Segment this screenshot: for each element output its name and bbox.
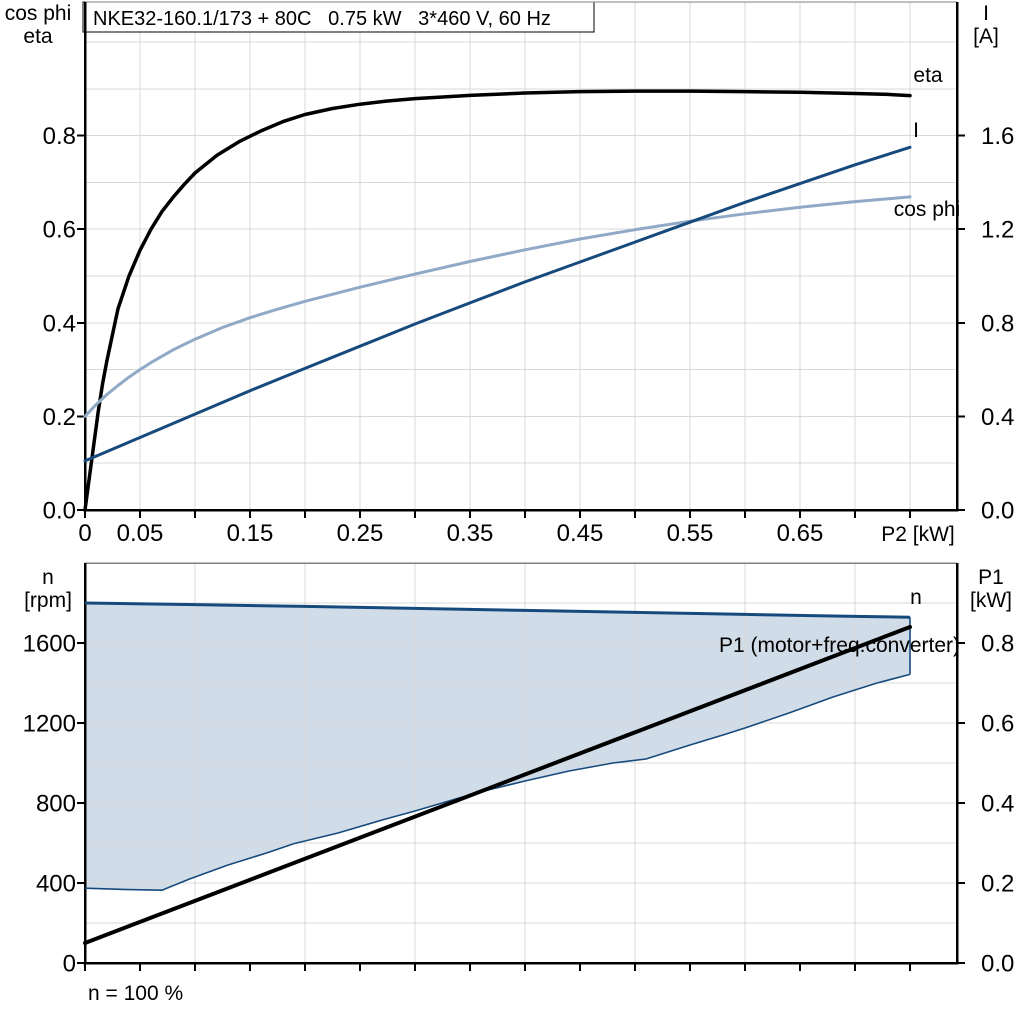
tick-label-x: 0.55 [667, 520, 714, 547]
tick-label-x: 0 [78, 520, 91, 547]
tick-label-x: 0.35 [447, 520, 494, 547]
tick-label-right: 0.6 [981, 711, 1014, 738]
tick-label-x: 0.05 [117, 520, 164, 547]
left-axis-title: cos phi [5, 2, 72, 25]
tick-label-left: 1200 [23, 711, 76, 738]
tick-label-left: 0.2 [43, 404, 76, 431]
curve-label-eta: eta [913, 64, 943, 87]
tick-label-left: 0 [63, 951, 76, 978]
tick-label-right: 1.6 [981, 123, 1014, 150]
tick-label-x: 0.65 [777, 520, 824, 547]
tick-label-x: 0.25 [337, 520, 384, 547]
tick-label-right: 0.4 [981, 404, 1014, 431]
curve-P1 [83, 625, 912, 945]
tick-label-right: 0.4 [981, 791, 1014, 818]
footnote-label: n = 100 % [88, 982, 183, 1005]
tick-label-right: 0.2 [981, 871, 1014, 898]
tick-label-left: 0.0 [43, 498, 76, 525]
tick-label-x: 0.15 [227, 520, 274, 547]
curve-I [83, 145, 912, 463]
tick-label-x: 0.45 [557, 520, 604, 547]
tick-label-left: 400 [36, 871, 76, 898]
right-axis-title: P1 [978, 566, 1004, 589]
tick-label-left: 0.8 [43, 123, 76, 150]
tick-label-right: 0.0 [981, 951, 1014, 978]
left-axis-title: eta [23, 25, 53, 48]
tick-label-left: 0.6 [43, 217, 76, 244]
curve-label-I: I [913, 119, 919, 142]
tick-label-left: 800 [36, 791, 76, 818]
left-axis-title: [rpm] [24, 589, 72, 612]
right-axis-title: [A] [973, 25, 999, 48]
n-range-band-fill [85, 603, 910, 891]
tick-label-right: 0.8 [981, 631, 1014, 658]
curve-label-n: n [910, 586, 922, 609]
right-axis-title: I [983, 2, 989, 25]
left-axis-title: n [42, 566, 54, 589]
x-axis-label: P2 [kW] [881, 523, 955, 546]
curve-label-cos-phi: cos phi [894, 198, 961, 221]
chart-title: NKE32-160.1/173 + 80C 0.75 kW 3*460 V, 6… [93, 8, 551, 30]
tick-label-right: 0.8 [981, 310, 1014, 337]
tick-label-right: 1.2 [981, 217, 1014, 244]
curve-label-P1: P1 (motor+freq.converter) [719, 634, 960, 657]
tick-label-left: 1600 [23, 631, 76, 658]
tick-label-left: 0.4 [43, 310, 76, 337]
right-axis-title: [kW] [970, 589, 1012, 612]
curve-cos-phi [83, 195, 912, 418]
tick-label-right: 0.0 [981, 498, 1014, 525]
curve-n-max [84, 601, 911, 619]
curve-eta [83, 89, 912, 512]
title-box [82, 1, 595, 33]
